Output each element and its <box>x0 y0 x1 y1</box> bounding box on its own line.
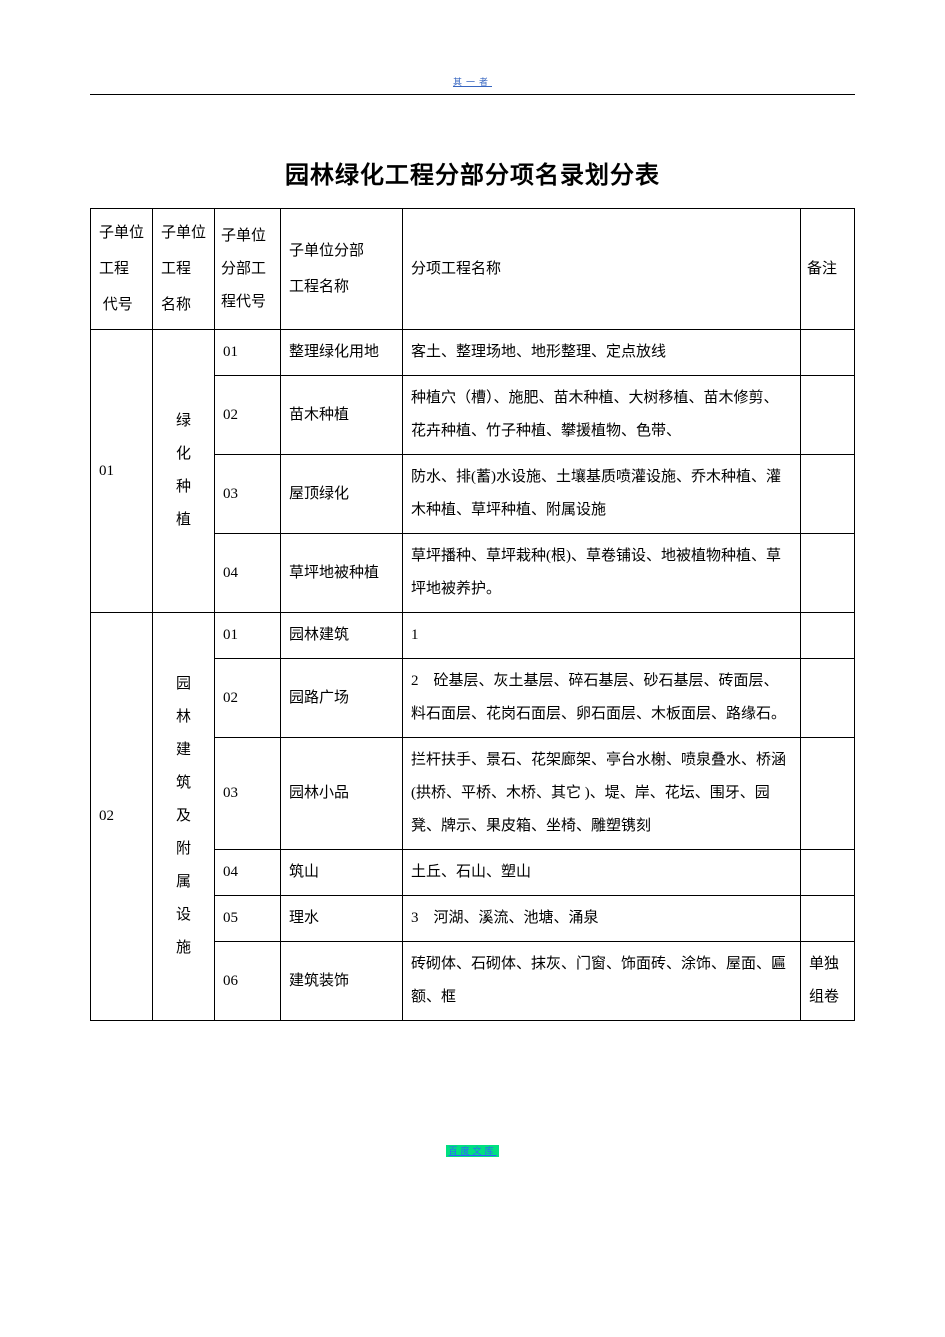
cell-subcode: 02 <box>215 376 281 455</box>
label: 工程 <box>161 261 191 277</box>
cell-subname: 园林小品 <box>281 738 403 850</box>
cell-unit-name: 园 林 建 筑 及 附 属 设 施 <box>153 613 215 1021</box>
char: 筑 <box>161 767 206 800</box>
cell-unit-code: 01 <box>91 330 153 613</box>
cell-subname: 屋顶绿化 <box>281 455 403 534</box>
cell-subname: 苗木种植 <box>281 376 403 455</box>
top-link[interactable]: 其一者 <box>453 77 492 87</box>
label: 工程名称 <box>289 279 349 295</box>
cell-items: 草坪播种、草坪栽种(根)、草卷铺设、地被植物种植、草坪地被养护。 <box>403 534 801 613</box>
cell-subname: 建筑装饰 <box>281 942 403 1021</box>
char: 附 <box>161 833 206 866</box>
cell-subcode: 05 <box>215 896 281 942</box>
cell-unit-code: 02 <box>91 613 153 1021</box>
bottom-link[interactable]: 百度文库 <box>446 1145 498 1157</box>
cell-items: 1 <box>403 613 801 659</box>
char: 绿 <box>161 405 206 438</box>
cell-note <box>801 534 855 613</box>
label: 备注 <box>807 261 837 277</box>
cell-items: 拦杆扶手、景石、花架廊架、亭台水榭、喷泉叠水、桥涵(拱桥、平桥、木桥、其它 )、… <box>403 738 801 850</box>
table-row: 01 绿 化 种 植 01 整理绿化用地 客土、整理场地、地形整理、定点放线 <box>91 330 855 376</box>
label: 子单位 <box>99 225 144 241</box>
cell-note <box>801 455 855 534</box>
label: 工程 <box>99 261 129 277</box>
label: 分部工 <box>221 261 266 277</box>
cell-subname: 园林建筑 <box>281 613 403 659</box>
cell-items: 砖砌体、石砌体、抹灰、门窗、饰面砖、涂饰、屋面、匾额、框 <box>403 942 801 1021</box>
cell-items: 土丘、石山、塑山 <box>403 850 801 896</box>
th-subpart-code: 子单位 分部工 程代号 <box>215 209 281 330</box>
label: 子单位分部 <box>289 243 364 259</box>
content: 园林绿化工程分部分项名录划分表 子单位 工程 代号 子单位 工程 名称 <box>0 95 945 1021</box>
cell-subcode: 04 <box>215 534 281 613</box>
char: 及 <box>161 800 206 833</box>
cell-note <box>801 330 855 376</box>
char: 林 <box>161 701 206 734</box>
cell-note <box>801 659 855 738</box>
char: 属 <box>161 866 206 899</box>
page-title: 园林绿化工程分部分项名录划分表 <box>90 155 855 190</box>
main-table: 子单位 工程 代号 子单位 工程 名称 子单位 分部工 程代号 子单位分部 工程… <box>90 208 855 1021</box>
cell-subcode: 02 <box>215 659 281 738</box>
cell-items: 3 河湖、溪流、池塘、涌泉 <box>403 896 801 942</box>
cell-subcode: 01 <box>215 330 281 376</box>
table-row: 02 园 林 建 筑 及 附 属 设 施 01 园林建筑 1 <box>91 613 855 659</box>
char: 设 <box>161 899 206 932</box>
cell-note <box>801 850 855 896</box>
bottom-link-wrap: 百度文库 <box>0 1141 945 1199</box>
label: 代号 <box>103 297 133 313</box>
top-link-wrap: 其一者 <box>0 0 945 94</box>
label: 分项工程名称 <box>411 261 501 277</box>
cell-subcode: 03 <box>215 738 281 850</box>
label: 子单位 <box>221 228 266 244</box>
cell-items: 客土、整理场地、地形整理、定点放线 <box>403 330 801 376</box>
cell-note <box>801 613 855 659</box>
th-note: 备注 <box>801 209 855 330</box>
label: 子单位 <box>161 225 206 241</box>
cell-subcode: 01 <box>215 613 281 659</box>
cell-unit-name: 绿 化 种 植 <box>153 330 215 613</box>
char: 植 <box>161 504 206 537</box>
th-unit-name: 子单位 工程 名称 <box>153 209 215 330</box>
page: 其一者 园林绿化工程分部分项名录划分表 子单位 工程 代号 子单位 工程 名称 <box>0 0 945 1199</box>
char: 种 <box>161 471 206 504</box>
cell-subname: 理水 <box>281 896 403 942</box>
cell-subcode: 04 <box>215 850 281 896</box>
th-unit-code: 子单位 工程 代号 <box>91 209 153 330</box>
th-subpart-name: 子单位分部 工程名称 <box>281 209 403 330</box>
cell-note: 单独组卷 <box>801 942 855 1021</box>
cell-subname: 筑山 <box>281 850 403 896</box>
char: 施 <box>161 932 206 965</box>
char: 园 <box>161 668 206 701</box>
label: 名称 <box>161 297 191 313</box>
label: 程代号 <box>221 294 266 310</box>
cell-subcode: 03 <box>215 455 281 534</box>
cell-subcode: 06 <box>215 942 281 1021</box>
cell-items: 防水、排(蓄)水设施、土壤基质喷灌设施、乔木种植、灌木种植、草坪种植、附属设施 <box>403 455 801 534</box>
cell-subname: 整理绿化用地 <box>281 330 403 376</box>
cell-subname: 草坪地被种植 <box>281 534 403 613</box>
table-header-row: 子单位 工程 代号 子单位 工程 名称 子单位 分部工 程代号 子单位分部 工程… <box>91 209 855 330</box>
th-item-name: 分项工程名称 <box>403 209 801 330</box>
cell-subname: 园路广场 <box>281 659 403 738</box>
char: 建 <box>161 734 206 767</box>
char: 化 <box>161 438 206 471</box>
cell-note <box>801 738 855 850</box>
cell-note <box>801 376 855 455</box>
cell-items: 种植穴（槽）、施肥、苗木种植、大树移植、苗木修剪、花卉种植、竹子种植、攀援植物、… <box>403 376 801 455</box>
cell-items: 2 砼基层、灰土基层、碎石基层、砂石基层、砖面层、料石面层、花岗石面层、卵石面层… <box>403 659 801 738</box>
cell-note <box>801 896 855 942</box>
